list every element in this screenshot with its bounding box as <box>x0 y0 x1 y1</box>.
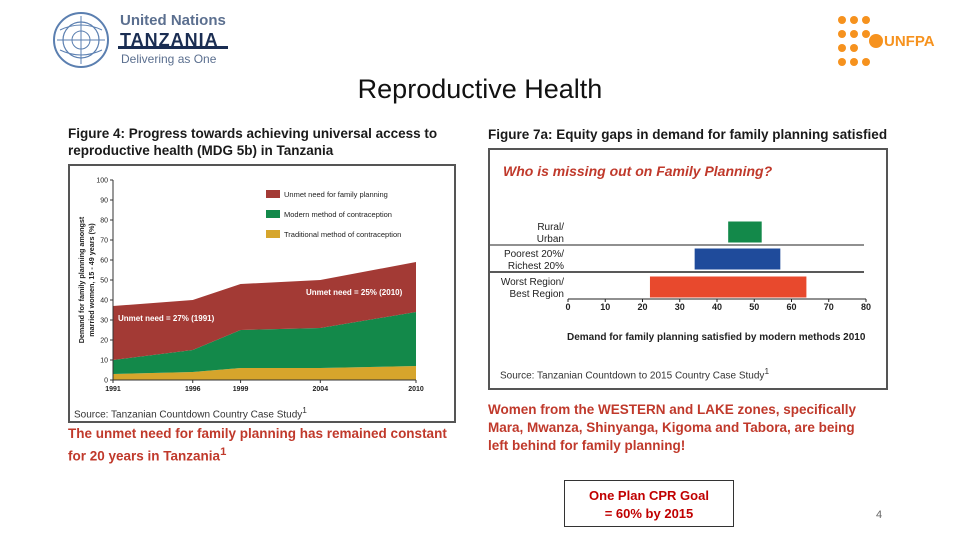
figure4-caption: The unmet need for family planning has r… <box>68 425 468 466</box>
figure4-title-line2: reproductive health (MDG 5b) in Tanzania <box>68 143 334 158</box>
x-tick-label: 40 <box>712 302 722 312</box>
figure7a-chart-title: Who is missing out on Family Planning? <box>503 163 773 179</box>
x-tick-label: 2010 <box>408 386 424 393</box>
y-tick-label: 30 <box>100 318 108 325</box>
y-tick-label: 40 <box>100 298 108 305</box>
rural-urban-label-line1: Rural/ <box>537 222 564 233</box>
figure4-caption-line2: for 20 years in Tanzania <box>68 448 221 464</box>
figure7a-caption-line2: Mara, Mwanza, Shinyanga, Kigoma and Tabo… <box>488 420 855 435</box>
y-tick-label: 70 <box>100 238 108 245</box>
poorest-richest-label-line2: Richest 20% <box>508 261 564 272</box>
rural-urban-label-line2: Urban <box>537 234 564 245</box>
cpr-goal-line1: One Plan CPR Goal <box>589 488 709 503</box>
x-tick-label: 10 <box>600 302 610 312</box>
x-axis-label: Demand for family planning satisfied by … <box>567 332 866 343</box>
figure7a-source: Source: Tanzanian Countdown to 2015 Coun… <box>500 366 769 381</box>
x-tick-label: 30 <box>675 302 685 312</box>
legend-traditional-label: Traditional method of contraception <box>284 230 401 239</box>
y-tick-label: 80 <box>100 218 108 225</box>
x-tick-label: 1991 <box>105 386 121 393</box>
x-tick-label: 60 <box>786 302 796 312</box>
y-tick-label: 100 <box>96 178 108 185</box>
figure4-source: Source: Tanzanian Countdown Country Case… <box>74 405 307 420</box>
page-number: 4 <box>876 509 883 521</box>
figure4-source-sup: 1 <box>302 405 307 415</box>
cpr-goal-line2: = 60% by 2015 <box>604 506 694 521</box>
figure7a-caption: Women from the WESTERN and LAKE zones, s… <box>488 401 918 455</box>
figure4-area-chart: 0 10 20 30 40 50 60 70 80 90 100 1991 1996 1999 2004 20… <box>77 178 424 394</box>
figure7a-bar-chart: Who is missing out on Family Planning? Ru… <box>490 163 871 343</box>
legend-unmet-swatch <box>266 190 280 198</box>
x-tick-label: 2004 <box>313 386 329 393</box>
y-tick-label: 20 <box>100 338 108 345</box>
figure7a-source-sup: 1 <box>764 366 770 376</box>
figure4-caption-line2-wrap: for 20 years in Tanzania1 <box>68 443 468 466</box>
figure7a-caption-line3: left behind for family planning! <box>488 438 686 453</box>
rural-urban-bar <box>728 221 762 243</box>
legend-modern-label: Modern method of contraception <box>284 210 392 219</box>
x-tick-label: 0 <box>565 302 570 312</box>
figure7a-caption-line1: Women from the WESTERN and LAKE zones, s… <box>488 402 857 417</box>
unfpa-label: UNFPA <box>884 33 935 50</box>
y-tick-label: 90 <box>100 198 108 205</box>
y-tick-label: 60 <box>100 258 108 265</box>
modern-area <box>113 312 416 374</box>
figure4-caption-line1: The unmet need for family planning has r… <box>68 426 447 441</box>
legend-unmet-label: Unmet need for family planning <box>284 190 388 199</box>
slide-title: Reproductive Health <box>0 74 960 105</box>
poorest-richest-label-line1: Poorest 20%/ <box>504 249 564 260</box>
figure4-source-text: Source: Tanzanian Countdown Country Case… <box>74 409 303 421</box>
figure4-title: Figure 4: Progress towards achieving uni… <box>68 125 468 159</box>
x-tick-label: 70 <box>824 302 834 312</box>
worst-best-region-label-line1: Worst Region/ <box>501 277 564 288</box>
traditional-area <box>113 366 416 380</box>
x-tick-label: 50 <box>749 302 759 312</box>
worst-best-region-label-line2: Best Region <box>510 289 564 300</box>
annotation-unmet-1991: Unmet need = 27% (1991) <box>118 314 215 323</box>
figure7a-frame <box>488 148 888 390</box>
y-tick-label: 10 <box>100 358 108 365</box>
poorest-richest-bar <box>694 248 781 270</box>
slide-title-text: Reproductive Health <box>357 74 603 104</box>
x-tick-label: 80 <box>861 302 871 312</box>
annotation-unmet-2010: Unmet need = 25% (2010) <box>306 288 403 297</box>
figure7a-source-text: Source: Tanzanian Countdown to 2015 Coun… <box>500 370 765 382</box>
x-tick-label: 1999 <box>233 386 249 393</box>
y-axis-label: Demand for family planning amongstmarrie… <box>77 216 96 343</box>
unfpa-dots-logo <box>838 16 883 66</box>
un-country: TANZANIA <box>120 30 219 50</box>
un-globe-icon <box>53 12 109 68</box>
figure7a-title: Figure 7a: Equity gaps in demand for fam… <box>488 127 888 142</box>
x-tick-label: 20 <box>637 302 647 312</box>
y-tick-label: 50 <box>100 278 108 285</box>
figure4-title-line1: Figure 4: Progress towards achieving uni… <box>68 126 438 141</box>
un-tagline: Delivering as One <box>121 52 217 66</box>
worst-best-region-bar <box>649 276 807 298</box>
unmet-need-area <box>113 262 416 360</box>
legend-modern-swatch <box>266 210 280 218</box>
figure4-caption-sup: 1 <box>220 446 227 458</box>
un-name: United Nations <box>120 12 226 29</box>
cpr-goal-box: One Plan CPR Goal = 60% by 2015 <box>564 480 734 527</box>
legend-traditional-swatch <box>266 230 280 238</box>
un-emblem-logo <box>53 12 228 68</box>
x-tick-label: 1996 <box>185 386 201 393</box>
y-tick-label: 0 <box>104 378 108 385</box>
